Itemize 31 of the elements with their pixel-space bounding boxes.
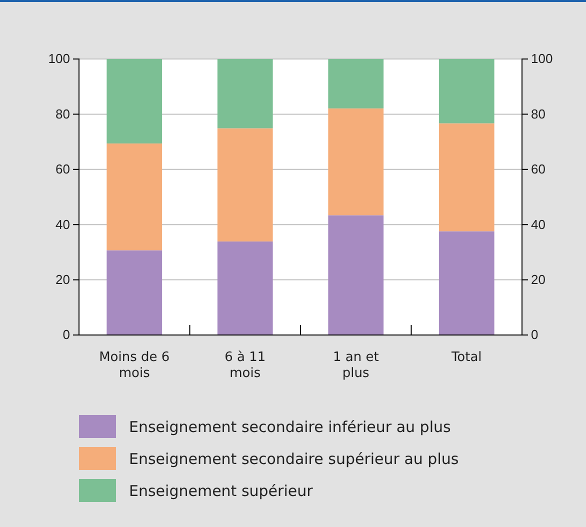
y2-tick-label: 100: [531, 51, 553, 66]
bar: [328, 215, 384, 335]
bar: [438, 123, 494, 232]
bar: [217, 128, 273, 242]
x-tick-label: Total: [450, 350, 482, 365]
y-tick-label: 20: [56, 272, 70, 287]
bar: [217, 59, 273, 128]
bar: [328, 59, 384, 108]
y2-tick-label: 0: [531, 327, 538, 342]
legend-label: Enseignement secondaire inférieur au plus: [129, 418, 451, 436]
x-tick-label: Moins de 6 mois: [99, 350, 170, 381]
legend-label: Enseignement secondaire supérieur au plus: [129, 450, 459, 468]
y-tick-label: 60: [56, 162, 70, 177]
bar: [328, 108, 384, 216]
y2-tick-label: 60: [531, 162, 546, 177]
bar: [106, 143, 162, 250]
y-tick-label: 0: [62, 327, 70, 342]
bar: [438, 231, 494, 335]
x-tick-label: 1 an et plus: [332, 350, 379, 381]
y-tick-label: 80: [56, 106, 70, 122]
legend-label: Enseignement supérieur: [129, 482, 314, 500]
y2-tick-label: 40: [531, 216, 546, 232]
y-tick-label: 40: [56, 216, 70, 232]
x-tick-label: 6 à 11 mois: [224, 350, 266, 381]
bar: [438, 59, 494, 124]
y2-tick-label: 80: [531, 106, 546, 122]
bar: [106, 59, 162, 144]
bar: [217, 241, 273, 335]
y2-tick-label: 20: [531, 272, 546, 287]
bar: [106, 250, 162, 335]
y-tick-label: 100: [48, 51, 70, 66]
